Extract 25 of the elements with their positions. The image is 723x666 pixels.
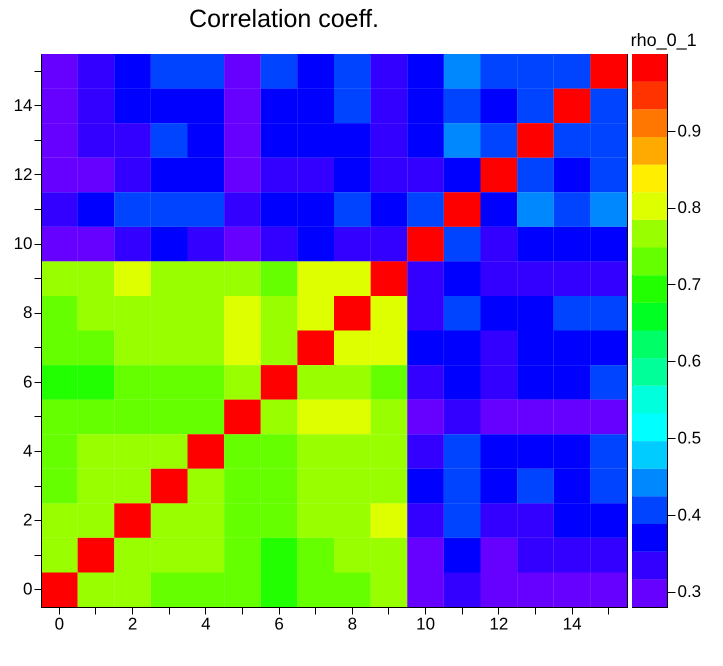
y-tick-label: 6 bbox=[23, 372, 32, 392]
y-tick-label: 2 bbox=[23, 510, 32, 530]
color-bar-label: 0.9 bbox=[678, 121, 702, 140]
color-bar-label: 0.6 bbox=[678, 352, 702, 371]
color-bar-label: 0.8 bbox=[678, 198, 702, 218]
x-tick-label: 0 bbox=[54, 614, 64, 634]
x-tick-label: 12 bbox=[489, 614, 508, 634]
color-bar-label: 0.5 bbox=[678, 428, 702, 448]
y-tick-label: 10 bbox=[14, 234, 32, 254]
y-tick-label: 12 bbox=[14, 164, 32, 184]
x-tick-label: 6 bbox=[274, 614, 284, 634]
x-tick-label: 14 bbox=[562, 614, 582, 634]
y-tick-label: 8 bbox=[23, 303, 32, 322]
x-tick-label: 10 bbox=[416, 614, 436, 634]
x-tick-label: 2 bbox=[128, 614, 138, 634]
chart-title: Correlation coeff. bbox=[189, 5, 379, 33]
y-tick-label: 4 bbox=[23, 441, 32, 460]
y-tick-label: 14 bbox=[14, 96, 32, 115]
color-bar-title: rho_0_1 bbox=[630, 30, 697, 50]
y-tick-label: 0 bbox=[23, 580, 32, 599]
color-bar-label: 0.3 bbox=[678, 582, 702, 602]
x-tick-label: 8 bbox=[348, 614, 358, 634]
x-tick-label: 4 bbox=[201, 614, 211, 634]
color-bar-label: 0.4 bbox=[678, 505, 702, 524]
color-bar-label: 0.7 bbox=[678, 274, 702, 294]
